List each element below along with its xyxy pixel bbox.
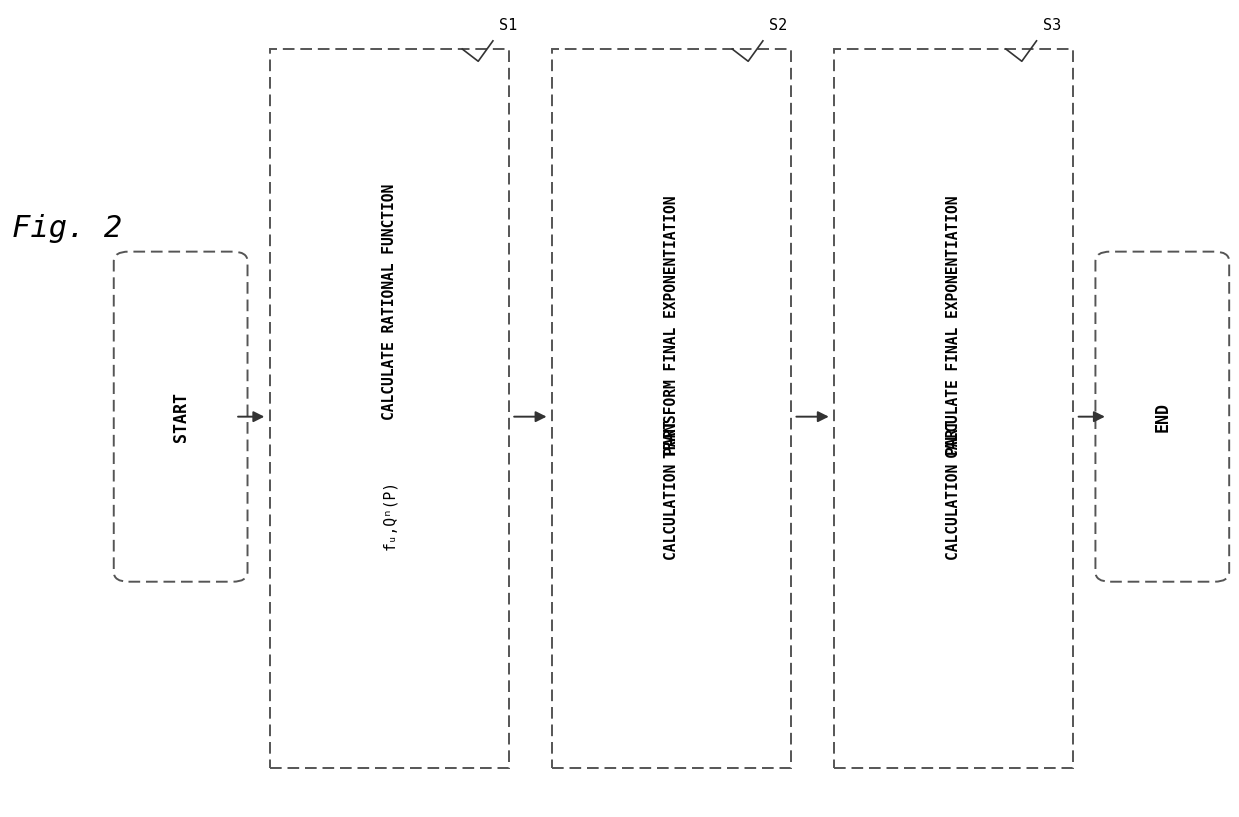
Text: END: END xyxy=(1154,402,1171,431)
FancyBboxPatch shape xyxy=(270,49,509,768)
Text: START: START xyxy=(172,391,190,442)
FancyBboxPatch shape xyxy=(551,49,792,768)
FancyBboxPatch shape xyxy=(1095,252,1229,582)
Text: S2: S2 xyxy=(769,18,787,33)
Text: Fig. 2: Fig. 2 xyxy=(12,214,123,243)
Text: CALCULATE RATIONAL FUNCTION: CALCULATE RATIONAL FUNCTION xyxy=(382,184,396,421)
Text: CALCULATION PART: CALCULATION PART xyxy=(664,420,679,560)
Text: S3: S3 xyxy=(1043,18,1061,33)
Text: CALCULATE FINAL EXPONENTIATION: CALCULATE FINAL EXPONENTIATION xyxy=(947,195,961,458)
Text: fᵤ,Qⁿ(P): fᵤ,Qⁿ(P) xyxy=(382,480,396,550)
Text: TRANSFORM FINAL EXPONENTIATION: TRANSFORM FINAL EXPONENTIATION xyxy=(664,195,679,458)
FancyBboxPatch shape xyxy=(834,49,1073,768)
Text: S1: S1 xyxy=(499,18,518,33)
Text: CALCULATION PART: CALCULATION PART xyxy=(947,420,961,560)
FancyBboxPatch shape xyxy=(114,252,248,582)
